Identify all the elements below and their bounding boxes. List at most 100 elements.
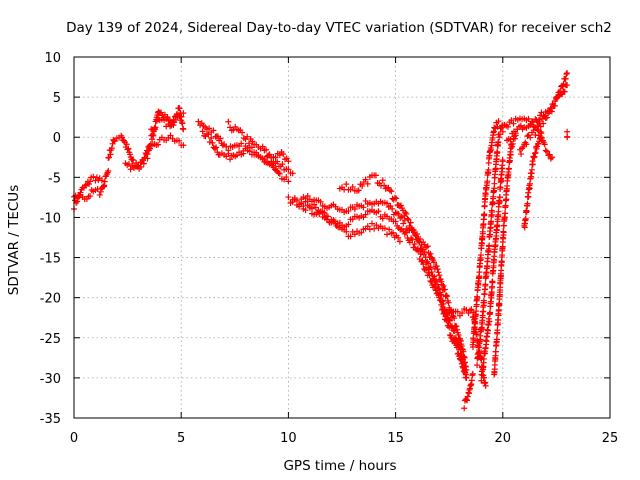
data-point <box>427 250 434 257</box>
data-point <box>343 181 350 188</box>
data-point <box>564 134 571 141</box>
data-point <box>362 197 369 204</box>
data-point <box>497 287 504 294</box>
data-point <box>180 126 187 133</box>
data-point <box>170 116 177 123</box>
data-point <box>479 372 486 379</box>
data-point <box>97 188 104 195</box>
data-point <box>293 197 300 204</box>
data-point <box>406 222 413 229</box>
y-tick-label: -20 <box>40 292 61 307</box>
data-point <box>482 281 489 288</box>
data-point <box>494 327 501 334</box>
x-tick-label: 20 <box>495 431 512 446</box>
data-point <box>522 215 529 222</box>
data-point <box>518 151 525 158</box>
data-point <box>358 229 365 236</box>
data-point <box>143 151 150 158</box>
data-point <box>330 217 337 224</box>
data-point <box>534 126 541 133</box>
data-point <box>525 115 532 122</box>
data-point <box>470 336 477 343</box>
data-point <box>459 309 466 316</box>
data-point <box>127 166 134 173</box>
x-tick-label: 25 <box>602 431 619 446</box>
data-point <box>502 202 509 209</box>
data-point <box>510 120 517 127</box>
data-point <box>497 184 504 191</box>
data-point <box>510 128 517 135</box>
data-point <box>499 165 506 172</box>
data-point <box>395 234 402 241</box>
x-tick-labels: 0 5 10 15 20 25 <box>70 431 618 446</box>
data-point <box>317 198 324 205</box>
y-tick-label: -30 <box>40 372 61 387</box>
data-point <box>532 149 539 156</box>
data-point <box>419 257 426 264</box>
data-point <box>497 125 504 132</box>
data-point <box>507 136 514 143</box>
data-point <box>455 332 462 339</box>
x-tick-label: 0 <box>70 431 78 446</box>
data-point <box>499 158 506 165</box>
y-tick-label: -15 <box>40 252 61 267</box>
data-point <box>464 393 471 400</box>
data-point <box>411 241 418 248</box>
data-point <box>554 93 561 100</box>
data-point <box>546 107 553 114</box>
data-point <box>535 127 542 134</box>
data-point <box>477 336 484 343</box>
data-point <box>289 170 296 177</box>
data-point <box>414 230 421 237</box>
data-point <box>364 223 371 230</box>
data-point <box>167 132 174 139</box>
data-point <box>459 356 466 363</box>
data-point <box>496 194 503 201</box>
data-point <box>108 145 115 152</box>
data-point <box>537 128 544 135</box>
data-point <box>475 349 482 356</box>
data-point <box>164 114 171 121</box>
data-point <box>454 308 461 315</box>
data-point <box>439 297 446 304</box>
data-point <box>87 193 94 200</box>
data-point <box>491 124 498 131</box>
data-point <box>439 303 446 310</box>
data-point <box>540 112 547 119</box>
data-point <box>176 105 183 112</box>
data-point <box>167 123 174 130</box>
data-point <box>464 397 471 404</box>
data-point <box>486 318 493 325</box>
data-point <box>507 152 514 159</box>
data-point <box>438 278 445 285</box>
data-point <box>545 152 552 159</box>
data-point <box>416 239 423 246</box>
data-point <box>263 146 270 153</box>
data-point <box>285 178 292 185</box>
data-point <box>87 178 94 185</box>
data-point <box>431 273 438 280</box>
data-point <box>541 141 548 148</box>
data-point <box>111 138 118 145</box>
data-point <box>179 120 186 127</box>
data-point <box>463 396 470 403</box>
data-point <box>384 231 391 238</box>
data-point <box>437 291 444 298</box>
data-point <box>302 207 309 214</box>
data-point <box>372 172 379 179</box>
data-point <box>381 225 388 232</box>
data-point <box>482 382 489 389</box>
data-point <box>180 110 187 117</box>
data-point <box>343 228 350 235</box>
data-point <box>493 336 500 343</box>
x-axis-title: GPS time / hours <box>283 458 396 474</box>
data-point <box>564 82 571 89</box>
data-point <box>537 123 544 130</box>
data-point <box>105 167 112 174</box>
data-point <box>391 194 398 201</box>
data-point <box>384 200 391 207</box>
data-point <box>77 189 84 196</box>
data-point <box>259 143 266 150</box>
data-point <box>422 254 429 261</box>
